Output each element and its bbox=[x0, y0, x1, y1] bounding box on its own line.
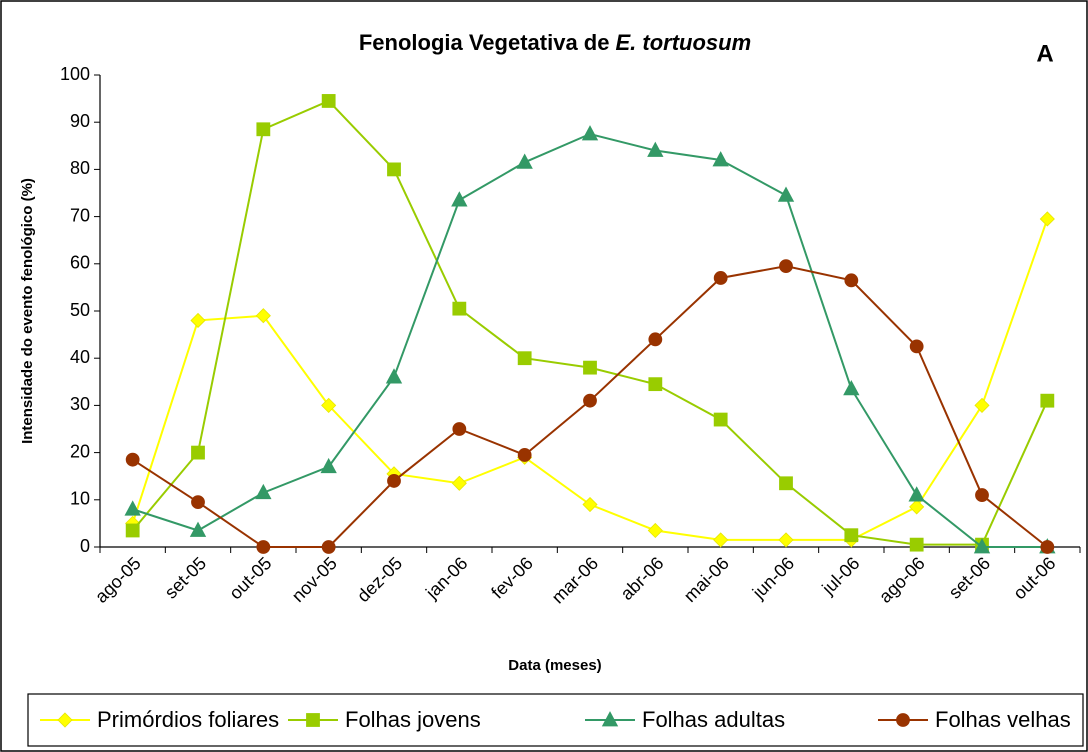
data-point bbox=[1039, 211, 1055, 227]
data-point bbox=[125, 452, 140, 467]
data-point bbox=[517, 351, 532, 366]
data-point bbox=[321, 540, 336, 554]
data-point bbox=[191, 445, 205, 460]
data-point bbox=[385, 368, 403, 384]
chart-title: Fenologia Vegetativa de E. tortuosum bbox=[359, 30, 751, 55]
data-point bbox=[843, 380, 860, 396]
y-tick-label: 40 bbox=[70, 347, 90, 367]
data-point bbox=[451, 475, 467, 491]
data-point bbox=[909, 537, 924, 552]
data-point bbox=[582, 496, 598, 513]
legend-label: Primórdios foliares bbox=[97, 707, 279, 732]
data-point bbox=[713, 412, 728, 427]
data-point bbox=[648, 332, 663, 347]
y-tick-label: 90 bbox=[70, 111, 90, 131]
y-tick-label: 20 bbox=[70, 441, 90, 461]
data-point bbox=[975, 488, 989, 502]
y-tick-label: 60 bbox=[70, 253, 90, 273]
data-point bbox=[583, 393, 597, 408]
data-point bbox=[517, 448, 532, 462]
data-point bbox=[648, 377, 663, 392]
data-point bbox=[647, 522, 663, 539]
data-point bbox=[256, 122, 271, 137]
legend-marker bbox=[306, 713, 320, 727]
legend-label: Folhas adultas bbox=[642, 707, 785, 732]
data-point bbox=[777, 186, 795, 202]
data-point bbox=[581, 125, 599, 141]
data-point bbox=[909, 499, 925, 515]
data-point bbox=[1040, 540, 1055, 554]
y-tick-label: 80 bbox=[70, 158, 90, 178]
data-point bbox=[583, 360, 597, 375]
data-point bbox=[647, 141, 664, 157]
data-point bbox=[387, 162, 401, 177]
y-tick-label: 0 bbox=[80, 536, 90, 556]
data-point bbox=[779, 476, 793, 491]
data-point bbox=[974, 397, 990, 413]
legend-label: Folhas jovens bbox=[345, 707, 481, 732]
y-axis-label: Intensidade do evento fenológico (%) bbox=[19, 178, 36, 444]
title-text: Fenologia Vegetativa de bbox=[359, 30, 610, 55]
legend-marker bbox=[57, 712, 73, 728]
data-point bbox=[844, 528, 859, 543]
data-point bbox=[124, 500, 141, 516]
y-tick-label: 50 bbox=[70, 300, 90, 320]
y-tick-label: 70 bbox=[70, 205, 90, 225]
data-point bbox=[713, 532, 729, 548]
data-point bbox=[321, 94, 336, 108]
data-point bbox=[452, 422, 467, 436]
data-point bbox=[190, 312, 206, 329]
title-italic: E. tortuosum bbox=[615, 30, 751, 55]
data-point bbox=[908, 486, 925, 502]
x-axis-label: Data (meses) bbox=[508, 657, 601, 674]
data-point bbox=[516, 153, 533, 169]
y-tick-label: 30 bbox=[70, 394, 90, 414]
y-tick-label: 10 bbox=[70, 489, 90, 509]
legend-marker bbox=[896, 713, 910, 727]
data-point bbox=[189, 521, 207, 537]
data-point bbox=[255, 308, 271, 324]
data-point bbox=[256, 540, 271, 554]
data-point bbox=[844, 273, 859, 288]
data-point bbox=[320, 457, 337, 474]
data-point bbox=[909, 339, 924, 354]
data-point bbox=[387, 474, 401, 488]
data-point bbox=[779, 259, 793, 274]
data-point bbox=[191, 495, 205, 510]
data-point bbox=[321, 397, 337, 413]
legend-marker bbox=[601, 711, 619, 727]
data-point bbox=[712, 151, 729, 167]
data-point bbox=[125, 523, 140, 538]
annotation: A bbox=[1036, 40, 1053, 67]
data-point bbox=[451, 191, 468, 207]
data-point bbox=[778, 532, 794, 548]
data-point bbox=[713, 271, 728, 285]
data-point bbox=[973, 538, 991, 554]
data-point bbox=[1040, 393, 1055, 408]
data-point bbox=[255, 483, 272, 500]
data-point bbox=[452, 301, 467, 316]
legend-label: Folhas velhas bbox=[935, 707, 1071, 732]
y-tick-label: 100 bbox=[60, 64, 90, 84]
